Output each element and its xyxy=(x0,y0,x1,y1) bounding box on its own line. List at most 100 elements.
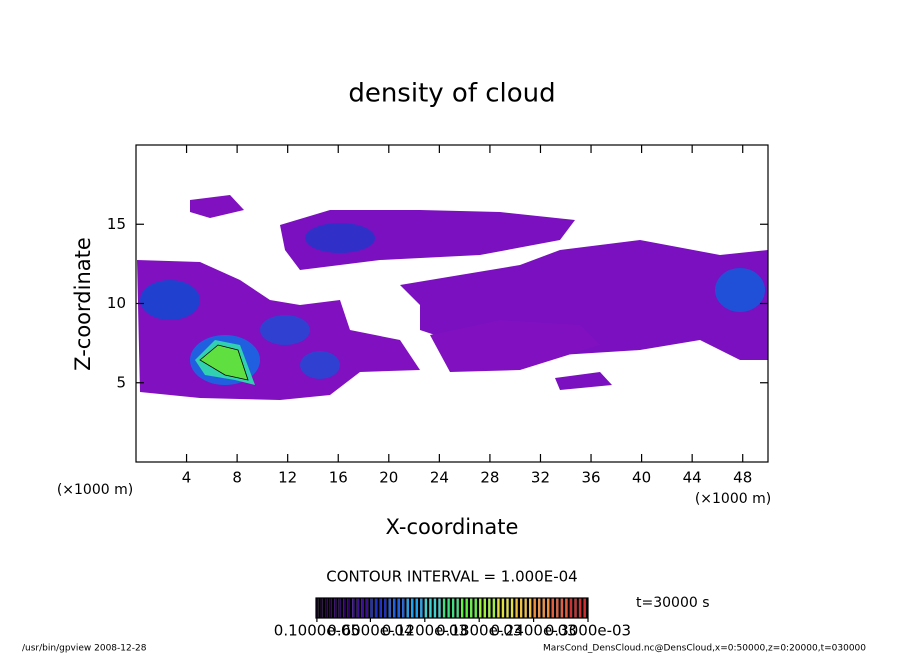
colorbar-stripe xyxy=(565,598,568,618)
colorbar-stripe xyxy=(322,598,326,618)
colorbar-stripe xyxy=(481,598,484,618)
colorbar-stripe xyxy=(501,598,505,618)
colorbar-stripe xyxy=(424,598,428,618)
colorbar-stripe xyxy=(542,598,545,618)
colorbar-stripe xyxy=(467,598,471,618)
colorbar-stripe xyxy=(554,598,557,618)
footer-right: MarsCond_DensCloud.nc@DensCloud,x=0:5000… xyxy=(543,644,866,654)
colorbar-stripe xyxy=(368,598,371,618)
colorbar-stripe xyxy=(336,598,339,618)
colorbar-stripe xyxy=(343,598,346,618)
x-tick-label: 44 xyxy=(683,469,702,487)
colorbar-stripe xyxy=(390,598,394,618)
colorbar-stripe xyxy=(384,598,387,618)
colorbar-stripe xyxy=(567,598,570,618)
colorbar-stripe xyxy=(538,598,541,618)
x-tick-label: 36 xyxy=(581,469,600,487)
colorbar-stripe xyxy=(574,598,577,618)
colorbar-stripe xyxy=(447,598,450,618)
y-axis-label: Z-coordinate xyxy=(71,237,95,371)
colorbar-stripe xyxy=(352,598,355,618)
colorbar-stripe xyxy=(388,598,391,618)
colorbar-stripe xyxy=(411,598,414,618)
cloud-core xyxy=(260,315,310,345)
colorbar-stripe xyxy=(395,598,398,618)
cloud-field xyxy=(137,195,768,400)
colorbar-stripe xyxy=(569,598,573,618)
colorbar-stripe xyxy=(508,598,511,618)
colorbar-tick-label: 0.2400e-03 xyxy=(490,622,576,640)
x-tick-label: 24 xyxy=(430,469,449,487)
x-tick-label: 16 xyxy=(329,469,348,487)
colorbar-stripe xyxy=(408,598,412,618)
colorbar-stripe xyxy=(476,598,480,618)
cloud-core xyxy=(300,351,340,379)
colorbar-stripe xyxy=(483,598,486,618)
colorbar-tick-label: 0.1800e-03 xyxy=(436,622,522,640)
x-tick-label: 40 xyxy=(632,469,651,487)
colorbar-stripe xyxy=(540,598,543,618)
x-tick-label: 8 xyxy=(232,469,242,487)
colorbar-stripe xyxy=(526,598,530,618)
x-unit-right: (×1000 m) xyxy=(695,491,771,507)
colorbar-stripe xyxy=(399,598,403,618)
colorbar-stripe xyxy=(325,598,328,618)
y-tick-label: 15 xyxy=(107,215,126,233)
cloud-core xyxy=(140,280,200,320)
colorbar-stripe xyxy=(436,598,439,618)
x-tick-label: 32 xyxy=(531,469,550,487)
x-tick-label: 20 xyxy=(379,469,398,487)
colorbar-stripe xyxy=(517,598,520,618)
colorbar-stripe xyxy=(529,598,532,618)
colorbar-stripe xyxy=(413,598,416,618)
colorbar-stripe xyxy=(486,598,489,618)
colorbar-stripe xyxy=(431,598,434,618)
colorbar-stripe xyxy=(397,598,400,618)
colorbar-stripe xyxy=(556,598,559,618)
colorbar-stripe xyxy=(504,598,507,618)
colorbar-stripe xyxy=(427,598,430,618)
x-tick-label: 4 xyxy=(182,469,192,487)
cloud-core xyxy=(715,268,765,312)
colorbar-stripe xyxy=(331,598,335,618)
colorbar-stripe xyxy=(497,598,500,618)
colorbar-stripe xyxy=(492,598,496,618)
colorbar-stripe xyxy=(415,598,418,618)
colorbar-stripe xyxy=(406,598,409,618)
colorbar-stripe xyxy=(463,598,466,618)
contour-interval: CONTOUR INTERVAL = 1.000E-04 xyxy=(326,568,577,586)
colorbar-stripe xyxy=(461,598,464,618)
colorbar-stripe xyxy=(365,598,369,618)
colorbar-stripe xyxy=(377,598,380,618)
colorbar-stripe xyxy=(418,598,421,618)
colorbar-tick-label: 0.1200e-03 xyxy=(382,622,468,640)
colorbar-stripe xyxy=(510,598,514,618)
colorbar-stripe xyxy=(340,598,344,618)
colorbar-stripe xyxy=(356,598,360,618)
colorbar-stripe xyxy=(515,598,518,618)
colorbar-stripe xyxy=(520,598,523,618)
colorbar-stripe xyxy=(456,598,459,618)
colorbar-stripe xyxy=(524,598,527,618)
colorbar-stripe xyxy=(372,598,375,618)
colorbar-stripe xyxy=(445,598,448,618)
y-tick-label: 10 xyxy=(107,294,126,312)
colorbar-stripe xyxy=(522,598,525,618)
colorbar-stripe xyxy=(347,598,350,618)
colorbar-stripe xyxy=(585,598,588,618)
colorbar-stripe xyxy=(576,598,579,618)
colorbar-stripe xyxy=(479,598,482,618)
colorbar-stripe xyxy=(442,598,446,618)
colorbar-stripe xyxy=(359,598,362,618)
cloud-region xyxy=(190,195,244,218)
cloud-region xyxy=(430,320,600,372)
colorbar-stripe xyxy=(386,598,389,618)
colorbar-stripe xyxy=(563,598,566,618)
colorbar-stripe xyxy=(581,598,584,618)
colorbar-tick-label: 0.6000e-04 xyxy=(327,622,413,640)
colorbar-stripe xyxy=(393,598,396,618)
colorbar-stripe xyxy=(458,598,462,618)
cloud-core xyxy=(305,223,375,253)
colorbar-stripe xyxy=(490,598,493,618)
